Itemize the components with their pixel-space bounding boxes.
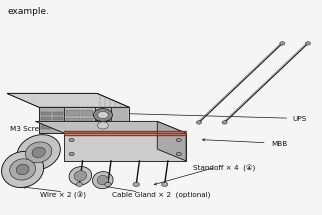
Ellipse shape [32, 147, 45, 158]
Polygon shape [64, 133, 186, 161]
Circle shape [280, 42, 285, 45]
Polygon shape [41, 117, 51, 120]
Ellipse shape [69, 167, 92, 185]
Circle shape [93, 109, 112, 121]
Polygon shape [111, 107, 129, 133]
Polygon shape [7, 93, 129, 107]
Polygon shape [95, 107, 111, 133]
Circle shape [161, 182, 168, 187]
Circle shape [176, 152, 181, 156]
Circle shape [69, 152, 74, 156]
Text: M3 Screw × 4  (①): M3 Screw × 4 (①) [10, 126, 77, 134]
Polygon shape [66, 125, 80, 131]
Polygon shape [66, 110, 80, 116]
Polygon shape [52, 117, 62, 120]
Text: MBB: MBB [272, 141, 288, 147]
Polygon shape [81, 110, 93, 116]
Polygon shape [7, 93, 129, 107]
Polygon shape [41, 126, 51, 129]
Polygon shape [64, 107, 95, 133]
Ellipse shape [16, 164, 29, 175]
Polygon shape [41, 121, 51, 125]
Polygon shape [66, 118, 80, 123]
Circle shape [76, 182, 82, 187]
Text: UPS: UPS [292, 116, 307, 122]
Text: Standoff × 4  (④): Standoff × 4 (④) [193, 165, 255, 172]
Polygon shape [81, 118, 93, 123]
Circle shape [98, 122, 109, 129]
Ellipse shape [10, 159, 35, 180]
Circle shape [176, 138, 181, 142]
Circle shape [93, 119, 112, 132]
Circle shape [105, 182, 111, 187]
Polygon shape [35, 121, 186, 133]
Ellipse shape [25, 142, 52, 163]
Circle shape [98, 111, 109, 119]
Polygon shape [52, 112, 62, 115]
Circle shape [69, 138, 74, 142]
Polygon shape [97, 93, 129, 133]
Ellipse shape [17, 135, 60, 170]
Circle shape [196, 121, 202, 124]
Polygon shape [39, 107, 64, 133]
Polygon shape [81, 125, 93, 131]
Ellipse shape [92, 172, 113, 189]
Ellipse shape [97, 175, 109, 185]
Circle shape [222, 121, 227, 124]
Text: example.: example. [7, 7, 49, 16]
Ellipse shape [2, 151, 44, 187]
Polygon shape [52, 126, 62, 129]
Polygon shape [52, 121, 62, 125]
Ellipse shape [74, 171, 87, 181]
Text: Wire × 2 (③): Wire × 2 (③) [40, 192, 86, 199]
Polygon shape [39, 107, 129, 133]
Polygon shape [41, 112, 51, 115]
Circle shape [133, 182, 139, 187]
Text: Cable Gland × 2  (optional): Cable Gland × 2 (optional) [112, 192, 210, 198]
Polygon shape [157, 121, 186, 161]
Circle shape [305, 42, 310, 45]
